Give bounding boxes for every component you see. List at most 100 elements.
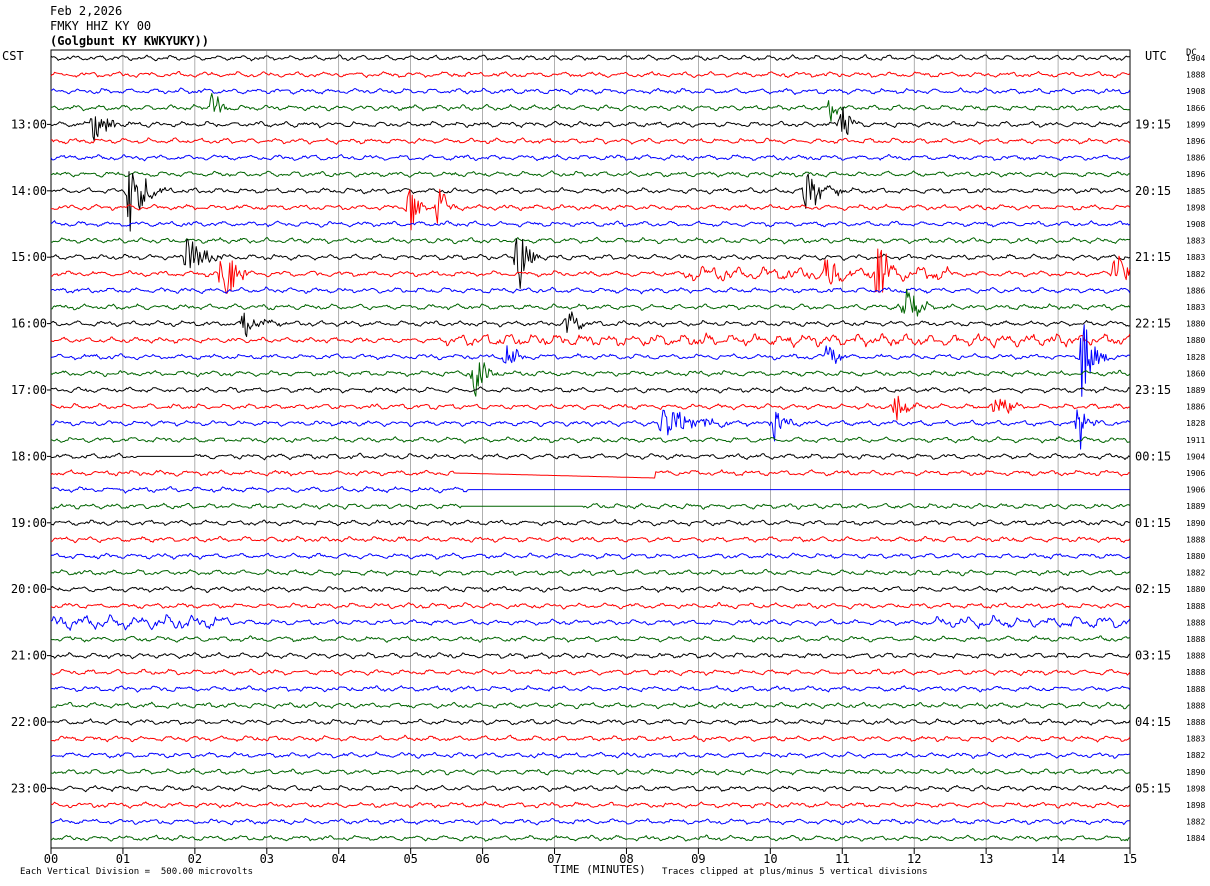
trace-line (50, 137, 1131, 145)
x-tick-label: 12 (907, 852, 921, 866)
right-time-label: 21:15 (1135, 250, 1171, 264)
dc-offset-value: 1888 (1186, 635, 1205, 644)
dc-offset-value: 1880 (1186, 320, 1205, 329)
dc-offset-value: 1889 (1186, 386, 1205, 395)
trace-line (50, 154, 1131, 162)
footer-scale-note: Each Vertical Division = 500.00 microvol… (20, 867, 253, 877)
dc-offset-value: 1883 (1186, 303, 1205, 312)
dc-offset-value: 1882 (1186, 751, 1205, 760)
x-tick-label: 08 (619, 852, 633, 866)
dc-offset-value: 1896 (1186, 170, 1205, 179)
left-time-label: 17:00 (11, 383, 47, 397)
right-time-label: 05:15 (1135, 781, 1171, 795)
left-time-label: 23:00 (11, 781, 47, 795)
trace-line (50, 652, 1131, 660)
dc-offset-value: 1880 (1186, 552, 1205, 561)
right-time-label: 00:15 (1135, 449, 1171, 463)
x-tick-label: 03 (260, 852, 274, 866)
right-time-label: 02:15 (1135, 582, 1171, 596)
trace-line (50, 734, 1131, 743)
dc-offset-value: 1898 (1186, 784, 1205, 793)
dc-offset-value: 1911 (1186, 436, 1205, 445)
trace-line (50, 170, 1130, 178)
x-tick-label: 13 (979, 852, 993, 866)
trace-line (50, 818, 1130, 826)
trace-line (50, 718, 1131, 726)
dc-offset-value: 1883 (1186, 735, 1205, 744)
right-time-label: 22:15 (1135, 317, 1171, 331)
trace-line (50, 87, 1131, 95)
dc-offset-value: 1866 (1186, 104, 1205, 113)
trace-line (50, 585, 1130, 594)
plot-frame (50, 49, 1131, 849)
trace-line (50, 286, 1131, 295)
dc-offset-value: 1906 (1186, 469, 1205, 478)
trace-line (50, 535, 1131, 544)
x-axis-label: TIME (MINUTES) (553, 863, 646, 876)
x-tick-label: 04 (332, 852, 346, 866)
dc-label: DC (1186, 48, 1197, 58)
trace-line (50, 801, 1131, 809)
x-tick-label: 10 (763, 852, 777, 866)
dc-offset-value: 1886 (1186, 403, 1205, 412)
trace-line (50, 486, 1130, 494)
dc-offset-value: 1883 (1186, 253, 1205, 262)
trace-line (50, 409, 1131, 450)
trace-line (50, 71, 1131, 78)
dc-offset-value: 1888 (1186, 718, 1205, 727)
trace-line (50, 469, 1130, 479)
trace-line (50, 602, 1131, 610)
right-time-label: 03:15 (1135, 649, 1171, 663)
right-timezone-label: UTC (1145, 49, 1167, 63)
trace-line (50, 171, 1130, 232)
dc-offset-value: 1908 (1186, 87, 1205, 96)
trace-line (50, 768, 1130, 776)
dc-offset-value: 1896 (1186, 137, 1205, 146)
left-time-label: 19:00 (11, 516, 47, 530)
trace-line (50, 93, 1130, 122)
trace-line (50, 518, 1130, 527)
header-station: FMKY HHZ KY 00 (50, 19, 152, 33)
trace-line (50, 311, 1130, 338)
dc-offset-value: 1888 (1186, 701, 1205, 710)
dc-offset-value: 1882 (1186, 818, 1205, 827)
trace-line (50, 332, 1131, 349)
trace-line (50, 834, 1130, 842)
left-time-label: 15:00 (11, 250, 47, 264)
trace-line (50, 220, 1131, 228)
dc-offset-value: 1883 (1186, 237, 1205, 246)
dc-offset-value: 1880 (1186, 336, 1205, 345)
trace-line (50, 238, 1131, 289)
x-tick-label: 14 (1051, 852, 1065, 866)
dc-offset-value: 1888 (1186, 668, 1205, 677)
dc-offset-value: 1904 (1186, 54, 1205, 63)
trace-line (50, 54, 1130, 62)
dc-offset-value: 1886 (1186, 154, 1205, 163)
dc-offset-value: 1908 (1186, 220, 1205, 229)
right-time-label: 23:15 (1135, 383, 1171, 397)
x-tick-label: 06 (475, 852, 489, 866)
trace-line (50, 751, 1130, 759)
dc-offset-value: 1828 (1186, 353, 1205, 362)
trace-line (50, 362, 1131, 397)
dc-offset-value: 1899 (1186, 120, 1205, 129)
dc-offset-value: 1906 (1186, 486, 1205, 495)
left-time-label: 16:00 (11, 317, 47, 331)
trace-line (50, 668, 1131, 677)
right-time-label: 01:15 (1135, 516, 1171, 530)
left-time-label: 20:00 (11, 582, 47, 596)
x-tick-label: 01 (116, 852, 130, 866)
x-tick-label: 15 (1123, 852, 1137, 866)
dc-offset-value: 1882 (1186, 270, 1205, 279)
dc-offset-value: 1889 (1186, 502, 1205, 511)
trace-line (50, 435, 1130, 444)
trace-line (50, 188, 1131, 231)
trace-line (50, 106, 1130, 142)
trace-line (50, 324, 1130, 397)
trace-line (50, 685, 1131, 693)
dc-offset-value: 1898 (1186, 801, 1205, 810)
right-time-label: 04:15 (1135, 715, 1171, 729)
trace-line (50, 395, 1130, 421)
dc-offset-value: 1860 (1186, 369, 1205, 378)
